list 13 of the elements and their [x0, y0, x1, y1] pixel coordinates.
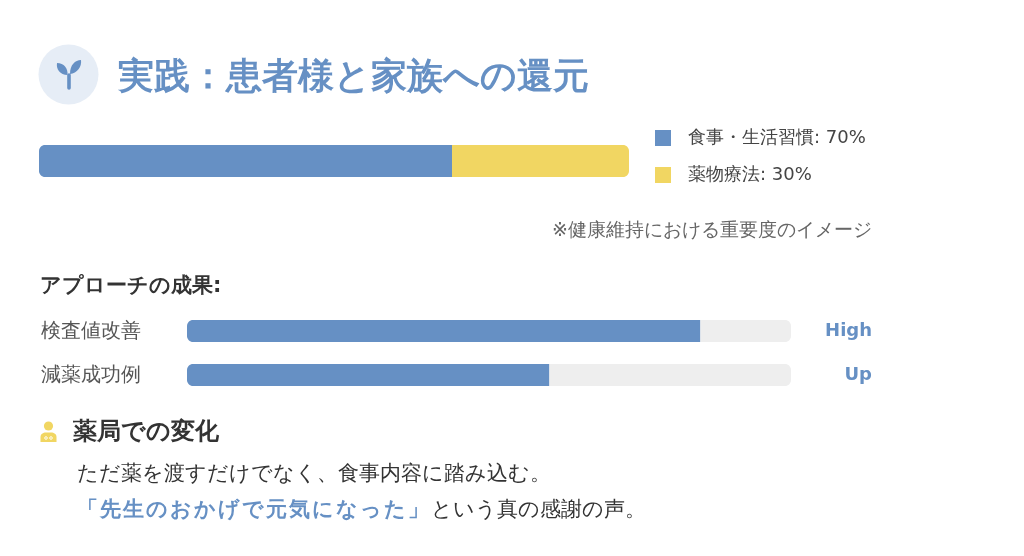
legend-label: 薬物療法: 30% — [688, 163, 812, 184]
y-tick-label: 減薬成功例 — [40, 362, 141, 386]
annotation: Up — [844, 363, 873, 384]
text: という真の感謝の声。 — [431, 497, 646, 521]
text: ただ薬を渡すだけでなく、食事内容に踏み込む。 — [77, 461, 551, 485]
text: ※健康維持における重要度のイメージ — [552, 217, 872, 242]
text: 薬局での変化 — [73, 416, 219, 446]
legend-label: 食事・生活習慣: 70% — [688, 126, 866, 147]
chart-title: 実践：患者様と家族への還元 — [118, 54, 589, 98]
chart-title: アプローチの成果: — [40, 272, 222, 299]
y-tick-label: 検査値改善 — [40, 318, 141, 342]
annotation: High — [825, 319, 872, 340]
text: 「先生のおかげで元気になった」 — [77, 497, 431, 521]
